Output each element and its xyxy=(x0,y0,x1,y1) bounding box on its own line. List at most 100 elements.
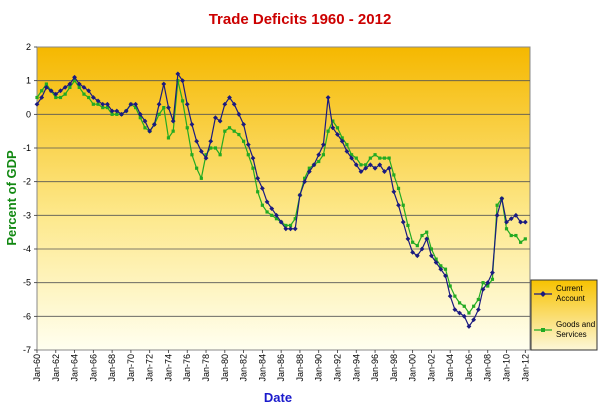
data-point-current-account xyxy=(349,155,354,161)
data-point-current-account xyxy=(39,95,45,100)
data-point-goods-services xyxy=(171,129,175,133)
data-point-goods-services xyxy=(453,294,457,298)
data-point-current-account xyxy=(513,212,519,218)
data-point-goods-services xyxy=(349,153,354,157)
data-point-current-account xyxy=(43,85,49,90)
data-point-goods-services xyxy=(326,129,330,133)
data-point-current-account xyxy=(367,162,373,168)
data-point-goods-services xyxy=(256,190,260,194)
data-point-goods-services xyxy=(425,230,429,234)
data-point-current-account xyxy=(447,293,453,299)
data-point-current-account xyxy=(292,226,298,232)
series-group xyxy=(34,71,528,329)
legend: Current Account Goods and Services xyxy=(530,279,598,351)
data-point-current-account xyxy=(213,115,218,121)
data-point-goods-services xyxy=(481,281,485,285)
data-point-current-account xyxy=(358,169,364,174)
data-point-current-account xyxy=(259,186,265,191)
data-point-current-account xyxy=(198,148,204,154)
data-point-goods-services xyxy=(457,301,462,305)
y-tick-label: -4 xyxy=(23,244,31,254)
x-tick-label: Jan-82 xyxy=(239,354,249,382)
data-point-current-account xyxy=(53,91,59,97)
y-tick-label: -2 xyxy=(23,177,31,187)
data-point-goods-services xyxy=(58,95,63,100)
data-point-current-account xyxy=(119,111,124,117)
x-tick-label: Jan-12 xyxy=(520,354,530,382)
x-tick-label: Jan-94 xyxy=(351,354,361,382)
data-point-goods-services xyxy=(185,126,189,130)
data-point-current-account xyxy=(391,189,397,195)
data-point-goods-services xyxy=(523,237,527,241)
data-point-goods-services xyxy=(420,233,424,238)
x-tick-label: Jan-64 xyxy=(70,354,80,382)
x-tick-label: Jan-88 xyxy=(295,354,305,382)
data-point-current-account xyxy=(222,101,228,107)
data-point-goods-services xyxy=(288,223,293,228)
data-point-current-account xyxy=(424,236,430,242)
data-point-goods-services xyxy=(462,304,466,308)
x-tick-label: Jan-10 xyxy=(502,354,512,382)
data-point-current-account xyxy=(302,179,308,185)
x-tick-label: Jan-72 xyxy=(145,354,155,382)
data-point-goods-services xyxy=(509,233,513,238)
y-tick-label: 1 xyxy=(26,76,31,86)
data-point-goods-services xyxy=(218,153,222,157)
data-point-current-account xyxy=(321,142,326,148)
data-point-current-account xyxy=(325,95,331,100)
data-point-goods-services xyxy=(504,227,509,231)
y-tick-label: -1 xyxy=(23,143,31,153)
data-point-goods-services xyxy=(260,203,264,207)
data-point-current-account xyxy=(95,98,101,104)
data-point-goods-services xyxy=(77,85,81,89)
data-point-goods-services xyxy=(514,233,518,238)
data-point-current-account xyxy=(137,111,143,117)
data-point-goods-services xyxy=(265,210,269,214)
data-point-goods-services xyxy=(331,119,335,123)
data-point-current-account xyxy=(180,78,185,84)
data-point-current-account xyxy=(405,236,411,242)
data-point-current-account xyxy=(443,273,448,279)
data-point-goods-services xyxy=(472,304,476,308)
y-tick-label: 0 xyxy=(26,109,31,119)
data-point-current-account xyxy=(316,152,322,158)
x-tick-label: Jan-96 xyxy=(370,354,380,382)
data-point-goods-services xyxy=(345,143,349,147)
data-point-goods-services xyxy=(387,156,391,160)
data-point-current-account xyxy=(203,155,209,161)
data-point-goods-services xyxy=(138,116,142,120)
data-point-goods-services xyxy=(190,153,194,157)
data-point-goods-services xyxy=(91,102,95,106)
data-point-current-account xyxy=(522,219,528,225)
x-tick-label: Jan-78 xyxy=(201,354,211,382)
data-point-current-account xyxy=(81,85,87,90)
data-point-goods-services xyxy=(72,79,77,83)
data-point-current-account xyxy=(429,253,434,259)
data-point-current-account xyxy=(48,88,54,94)
data-point-goods-services xyxy=(241,139,246,143)
data-point-current-account xyxy=(161,81,167,87)
data-point-current-account xyxy=(264,199,270,205)
data-point-goods-services xyxy=(354,156,358,160)
data-point-current-account xyxy=(217,118,223,124)
data-point-current-account xyxy=(175,71,181,77)
data-point-goods-services xyxy=(213,146,218,150)
x-tick-label: Jan-62 xyxy=(51,354,61,382)
data-point-current-account xyxy=(494,212,500,218)
data-point-goods-services xyxy=(307,166,311,170)
data-point-current-account xyxy=(382,169,387,174)
x-tick-label: Jan-02 xyxy=(426,354,436,382)
data-point-current-account xyxy=(490,270,495,275)
data-point-goods-services xyxy=(392,173,396,177)
data-point-goods-services xyxy=(87,95,91,100)
data-point-current-account xyxy=(363,165,369,171)
data-point-goods-services xyxy=(364,163,368,167)
data-point-goods-services xyxy=(237,132,241,137)
data-point-current-account xyxy=(255,175,261,181)
data-point-goods-services xyxy=(82,92,86,96)
data-point-goods-services xyxy=(293,217,297,221)
data-point-current-account xyxy=(400,219,406,225)
data-point-current-account xyxy=(471,317,477,323)
x-tick-label: Jan-74 xyxy=(163,354,173,382)
data-point-current-account xyxy=(208,138,214,144)
